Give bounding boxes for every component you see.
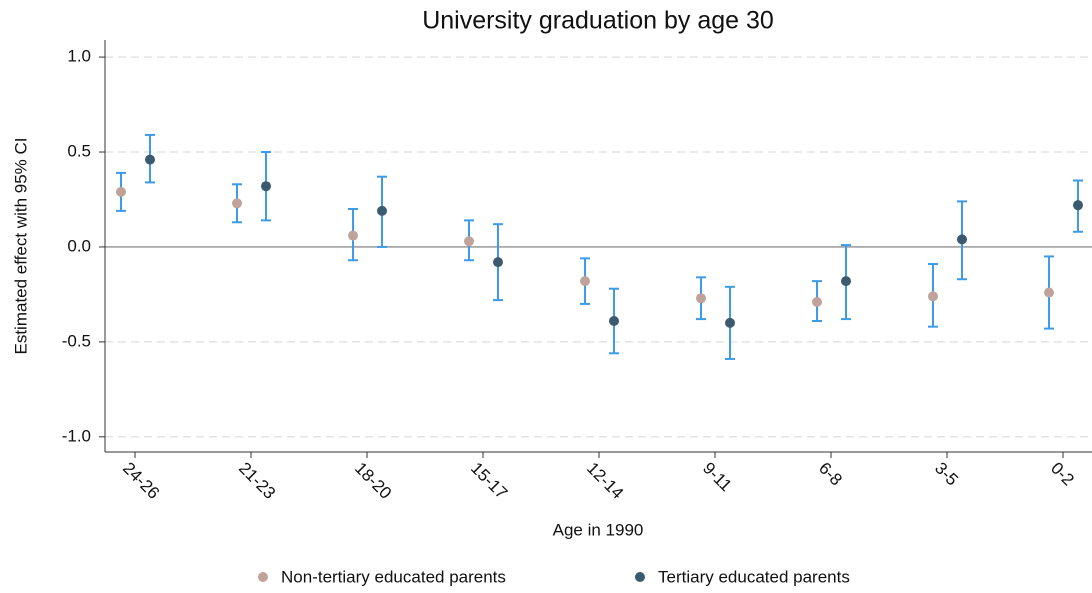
- x-tick-label: 3-5: [931, 459, 962, 490]
- point: [1044, 287, 1054, 298]
- point: [493, 257, 503, 268]
- legend-marker: [635, 572, 645, 582]
- point: [116, 186, 126, 197]
- point: [696, 293, 706, 304]
- point: [609, 315, 619, 326]
- point: [957, 234, 967, 245]
- y-tick-label: -0.5: [62, 331, 91, 350]
- point: [232, 198, 242, 209]
- point: [928, 291, 938, 302]
- point: [1073, 200, 1083, 211]
- point: [377, 205, 387, 216]
- x-tick-label: 21-23: [235, 459, 279, 503]
- x-tick-label: 6-8: [815, 459, 846, 490]
- x-tick-label: 15-17: [467, 459, 511, 503]
- point: [725, 317, 735, 328]
- legend-label: Tertiary educated parents: [658, 567, 850, 586]
- point: [464, 236, 474, 247]
- legend-marker: [258, 572, 268, 582]
- x-tick-label: 9-11: [699, 459, 736, 496]
- point: [261, 181, 271, 192]
- y-tick-label: 1.0: [67, 47, 91, 66]
- point: [841, 276, 851, 287]
- x-axis-label: Age in 1990: [553, 520, 644, 539]
- chart-title: University graduation by age 30: [422, 7, 774, 35]
- y-tick-label: 0.0: [67, 236, 91, 255]
- point: [145, 154, 155, 165]
- legend-label: Non-tertiary educated parents: [281, 567, 506, 586]
- x-tick-label: 24-26: [119, 459, 163, 503]
- point: [348, 230, 358, 241]
- y-tick-label: -1.0: [62, 426, 91, 445]
- point: [812, 297, 822, 308]
- y-axis-label: Estimated effect with 95% CI: [11, 137, 30, 354]
- x-tick-label: 12-14: [583, 459, 627, 503]
- point: [580, 276, 590, 287]
- x-tick-label: 18-20: [351, 459, 395, 503]
- y-tick-label: 0.5: [67, 142, 91, 161]
- x-tick-label: 0-2: [1047, 459, 1078, 490]
